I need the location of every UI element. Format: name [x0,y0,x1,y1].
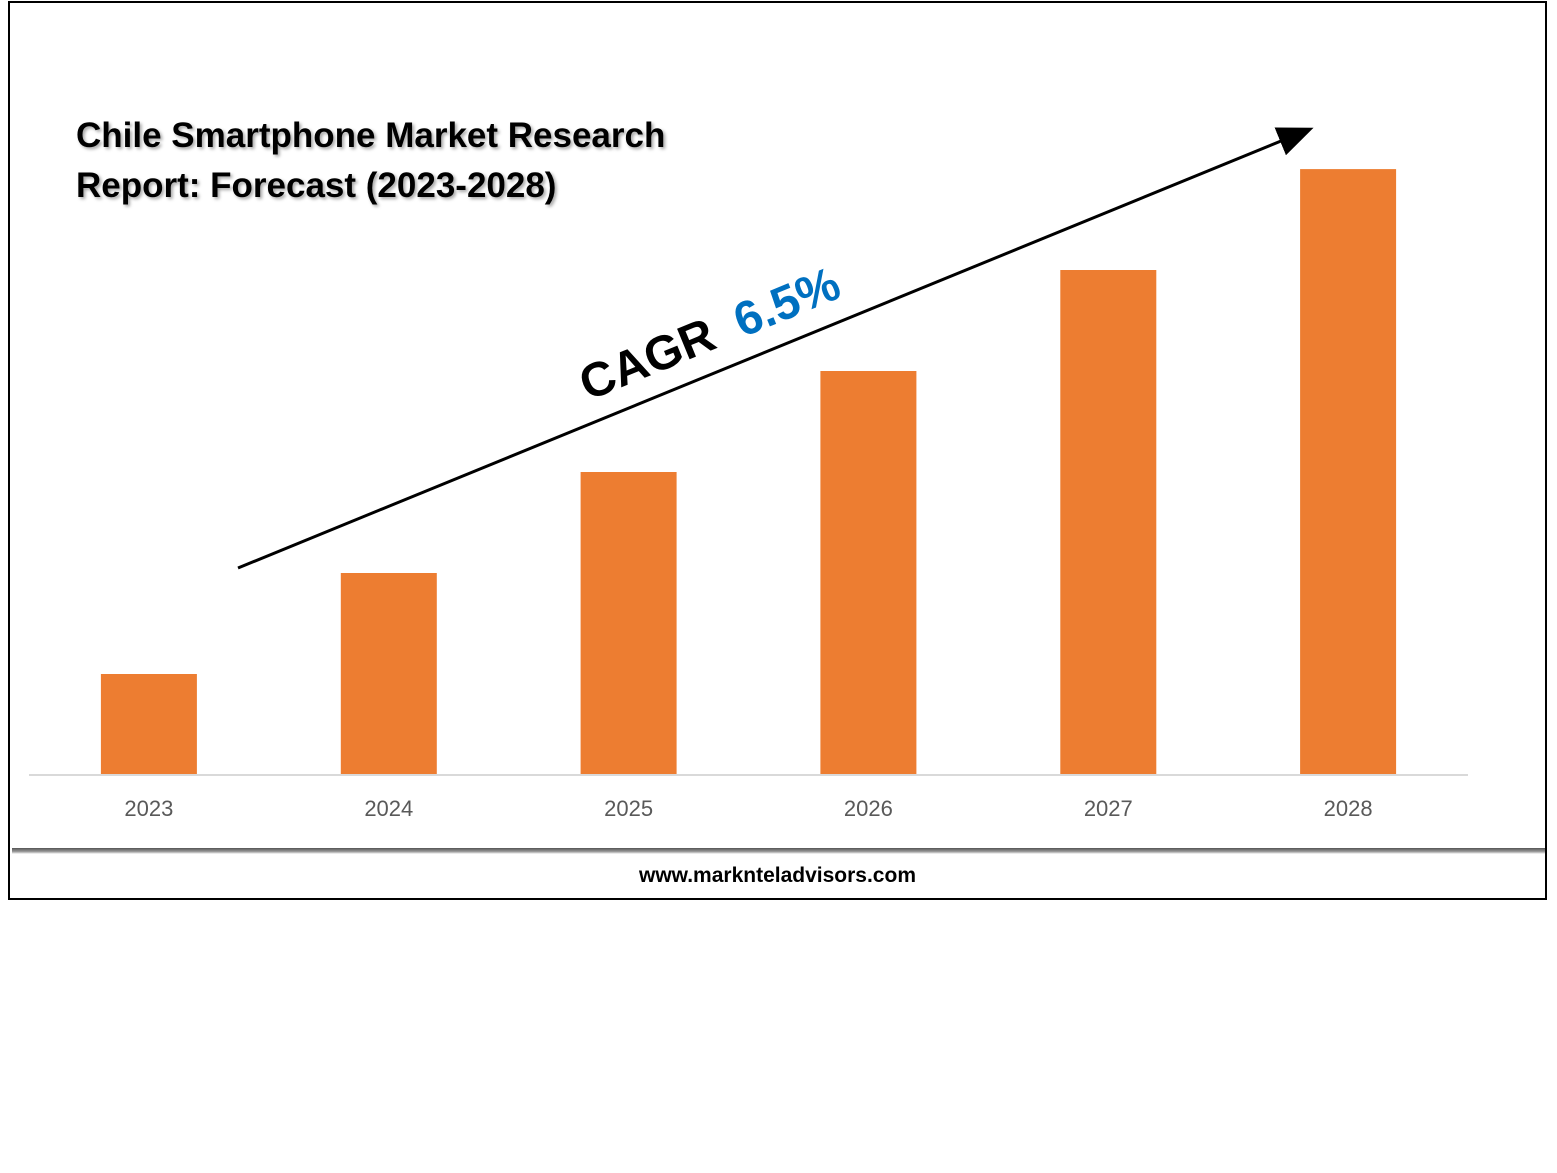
bar-2027 [1060,270,1157,775]
bar-2028 [1300,169,1397,776]
cagr-label: CAGR [572,309,723,412]
footer-divider [12,848,1545,854]
chart-title-line-1: Chile Smartphone Market Research [76,116,666,155]
bar-2024 [340,573,437,775]
bar-2023 [100,674,197,775]
bar-2026 [820,371,917,775]
bar-chart: 2023 2024 2025 2026 2027 2028 CAGR 6.5% [29,127,1468,821]
x-tick-label-2027: 2027 [1084,796,1133,821]
footer-website-url: www.marknteladvisors.com [639,864,916,887]
x-tick-label-2025: 2025 [604,796,653,821]
cagr-arrow [237,127,1314,570]
bar-2025 [580,472,677,775]
chart-title-line-2: Report: Forecast (2023-2028) [76,166,557,205]
x-tick-label-2023: 2023 [124,796,173,821]
x-tick-label-2026: 2026 [844,796,893,821]
x-tick-label-2024: 2024 [364,796,413,821]
chart-frame: 2023 2024 2025 2026 2027 2028 CAGR 6.5% Chile… [8,1,1547,900]
chart-title: Chile Smartphone Market Research Report:… [76,111,776,211]
x-tick-label-2028: 2028 [1324,796,1373,821]
cagr-value: 6.5% [726,257,847,348]
